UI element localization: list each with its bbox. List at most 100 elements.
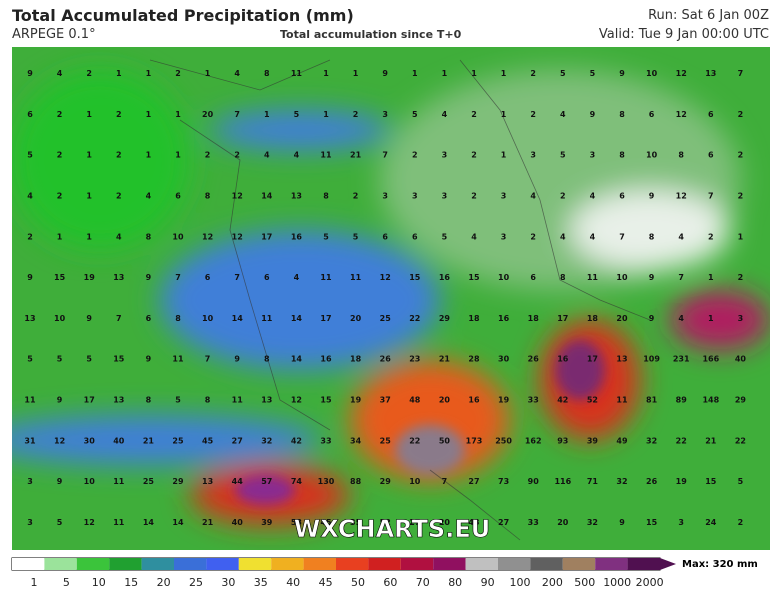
map-value: 1 (86, 191, 92, 200)
map-value: 7 (708, 191, 714, 200)
map-value: 81 (646, 396, 658, 405)
map-value: 5 (323, 232, 329, 241)
colorbar-swatch (530, 558, 563, 570)
map-value: 44 (232, 477, 244, 486)
map-value: 17 (557, 314, 568, 323)
map-value: 14 (172, 518, 184, 527)
map-value: 6 (530, 273, 536, 282)
map-value: 9 (57, 396, 63, 405)
map-value: 16 (291, 232, 303, 241)
value-grid: 9 4 2 1 1 2 1 4 8 11 1 1 9 1 1 1 1 2 5 5 9 10 12 13 76 2 1 2 1 1 20 7 1 5… (24, 69, 746, 527)
colorbar-swatch (433, 558, 466, 570)
map-value: 3 (590, 151, 596, 160)
map-value: 11 (172, 355, 184, 364)
map-value: 9 (649, 191, 655, 200)
map-value: 12 (232, 191, 243, 200)
map-value: 12 (232, 232, 243, 241)
map-value: 25 (172, 436, 184, 445)
map-value: 21 (143, 436, 155, 445)
map-value: 88 (350, 477, 362, 486)
map-value: 11 (24, 396, 36, 405)
map-value: 3 (382, 191, 388, 200)
map-value: 9 (27, 69, 33, 78)
legend-label: 1000 (603, 576, 631, 589)
map-value: 4 (146, 191, 152, 200)
map-value: 10 (409, 477, 421, 486)
title: Total Accumulated Precipitation (mm) (12, 6, 354, 25)
map-value: 40 (232, 518, 244, 527)
map-value: 116 (554, 477, 571, 486)
map-value: 1 (116, 69, 122, 78)
map-value: 8 (619, 151, 625, 160)
map-value: 3 (501, 191, 507, 200)
legend-label: 15 (124, 576, 138, 589)
map-value: 173 (466, 436, 483, 445)
map-value: 20 (202, 110, 214, 119)
map-value: 22 (735, 436, 746, 445)
map-value: 1 (175, 110, 181, 119)
map-value: 4 (234, 69, 240, 78)
map-value: 7 (234, 110, 240, 119)
map-value: 10 (84, 477, 96, 486)
map-value: 11 (587, 273, 599, 282)
map-value: 2 (738, 273, 744, 282)
map-value: 33 (320, 436, 331, 445)
map-value: 6 (146, 314, 152, 323)
map-value: 130 (318, 477, 335, 486)
map-value: 1 (86, 151, 92, 160)
legend-label: 80 (448, 576, 462, 589)
map-value: 2 (57, 191, 63, 200)
map-value: 2 (738, 151, 744, 160)
map-value: 27 (498, 518, 509, 527)
map-value: 3 (530, 151, 536, 160)
map-value: 9 (619, 69, 625, 78)
map-value: 45 (320, 518, 332, 527)
legend-label: 35 (254, 576, 268, 589)
map-value: 31 (24, 436, 36, 445)
map-value: 3 (27, 518, 33, 527)
map-value: 37 (380, 396, 391, 405)
map-value: 11 (261, 314, 273, 323)
map-value: 12 (676, 110, 687, 119)
map-value: 20 (616, 314, 628, 323)
map-value: 4 (590, 232, 596, 241)
legend-label: 25 (189, 576, 203, 589)
map-value: 8 (323, 191, 329, 200)
map-value: 2 (708, 232, 714, 241)
map-value: 4 (678, 232, 684, 241)
map-value: 1 (146, 69, 152, 78)
map-value: 3 (442, 151, 448, 160)
map-value: 13 (616, 355, 627, 364)
map-value: 5 (590, 69, 596, 78)
map-value: 1 (353, 69, 359, 78)
map-value: 2 (412, 151, 418, 160)
map-value: 5 (560, 69, 566, 78)
map-value: 12 (291, 396, 302, 405)
legend: 1 5 10 15 20 25 30 35 40 45 50 60 70 80 90 100 200 500 100… (11, 557, 676, 589)
map-value: 2 (738, 518, 744, 527)
map-value: 2 (205, 151, 211, 160)
map-value: 19 (676, 477, 688, 486)
map-value: 5 (412, 110, 418, 119)
map-value: 8 (678, 151, 684, 160)
map-value: 8 (146, 232, 152, 241)
map-value: 8 (146, 396, 152, 405)
map-value: 16 (557, 355, 569, 364)
map-value: 4 (530, 191, 536, 200)
map-value: 39 (261, 518, 273, 527)
map-value: 7 (442, 477, 448, 486)
map-value: 30 (84, 436, 96, 445)
map-value: 6 (205, 273, 211, 282)
map-value: 13 (291, 191, 302, 200)
map-value: 10 (202, 314, 214, 323)
map-value: 10 (646, 69, 658, 78)
model: ARPEGE 0.1° (12, 27, 96, 42)
colorbar-swatch (141, 558, 174, 570)
map-value: 15 (468, 273, 480, 282)
map-value: 2 (530, 232, 536, 241)
map-value: 33 (528, 396, 539, 405)
map-value: 8 (560, 273, 566, 282)
map-value: 6 (708, 110, 714, 119)
map-value: 4 (294, 273, 300, 282)
map-value: 1 (471, 69, 477, 78)
